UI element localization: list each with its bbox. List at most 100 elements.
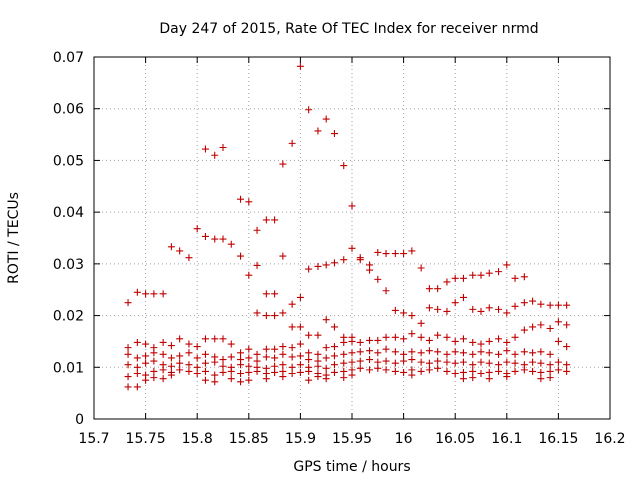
data-point (348, 358, 356, 366)
data-point (211, 371, 219, 379)
axis-ticks: 15.7 15.75 15.8 15.85 15.9 15.95 16 16.05 16.1 16… (53, 50, 626, 447)
data-point (443, 350, 451, 358)
data-point (279, 343, 287, 351)
data-point (425, 336, 433, 344)
x-tick-label: 16 (395, 431, 413, 447)
data-point (237, 378, 245, 386)
plot-area-border (93, 56, 611, 420)
data-point (511, 333, 519, 341)
data-point (245, 198, 253, 206)
y-tick-label: 0.01 (53, 360, 84, 376)
data-point (253, 367, 261, 375)
data-point (193, 225, 201, 233)
data-point (495, 305, 503, 313)
data-points (124, 62, 571, 391)
data-point (459, 368, 467, 376)
data-point (511, 367, 519, 375)
data-point (469, 271, 477, 279)
data-point (330, 323, 338, 331)
data-point (400, 335, 408, 343)
data-point (245, 271, 253, 279)
data-point (374, 248, 382, 256)
data-point (529, 297, 537, 305)
y-tick-label: 0.06 (53, 102, 84, 118)
data-point (408, 348, 416, 356)
data-point (451, 348, 459, 356)
data-point (469, 361, 477, 369)
data-point (305, 265, 313, 273)
data-point (330, 361, 338, 369)
data-point (167, 371, 175, 379)
data-point (142, 340, 150, 348)
data-point (374, 336, 382, 344)
data-point (124, 383, 132, 391)
data-point (271, 216, 279, 224)
data-point (279, 309, 287, 317)
data-point (288, 363, 296, 371)
data-point (417, 319, 425, 327)
data-point (279, 350, 287, 358)
data-point (142, 359, 150, 367)
data-point (133, 354, 141, 362)
data-point (133, 338, 141, 346)
data-point (417, 264, 425, 272)
data-point (201, 376, 209, 384)
data-point (495, 335, 503, 343)
data-point (520, 348, 528, 356)
data-point (176, 359, 184, 367)
data-point (520, 299, 528, 307)
data-point (219, 368, 227, 376)
data-point (503, 358, 511, 366)
data-point (340, 256, 348, 264)
data-point (400, 368, 408, 376)
data-point (382, 287, 390, 295)
data-point (133, 383, 141, 391)
data-point (330, 259, 338, 267)
data-point (305, 106, 313, 114)
data-point (262, 312, 270, 320)
data-point (417, 349, 425, 357)
data-point (245, 354, 253, 362)
data-point (520, 273, 528, 281)
y-tick-label: 0.02 (53, 309, 84, 325)
data-point (340, 162, 348, 170)
data-point (314, 350, 322, 358)
data-point (348, 337, 356, 345)
data-point (459, 293, 467, 301)
data-point (193, 343, 201, 351)
data-point (459, 349, 467, 357)
data-point (253, 261, 261, 269)
data-point (425, 347, 433, 355)
y-tick-label: 0 (75, 412, 84, 428)
data-point (271, 312, 279, 320)
data-point (391, 250, 399, 258)
data-point (322, 115, 330, 123)
data-point (296, 361, 304, 369)
data-point (159, 338, 167, 346)
data-point (288, 369, 296, 377)
data-point (262, 216, 270, 224)
data-point (495, 268, 503, 276)
data-point (511, 302, 519, 310)
data-point (237, 252, 245, 260)
data-point (279, 160, 287, 168)
data-point (227, 240, 235, 248)
x-axis-label: GPS time / hours (293, 459, 410, 475)
data-point (150, 357, 158, 365)
data-point (434, 357, 442, 365)
x-tick-label: 15.85 (229, 431, 269, 447)
data-point (503, 309, 511, 317)
data-point (366, 347, 374, 355)
data-point (477, 307, 485, 315)
data-point (176, 352, 184, 360)
data-point (563, 343, 571, 351)
data-point (382, 250, 390, 258)
x-tick-label: 15.8 (182, 431, 213, 447)
data-point (477, 271, 485, 279)
data-point (391, 367, 399, 375)
data-point (451, 337, 459, 345)
data-point (400, 350, 408, 358)
data-point (279, 252, 287, 260)
data-point (443, 307, 451, 315)
